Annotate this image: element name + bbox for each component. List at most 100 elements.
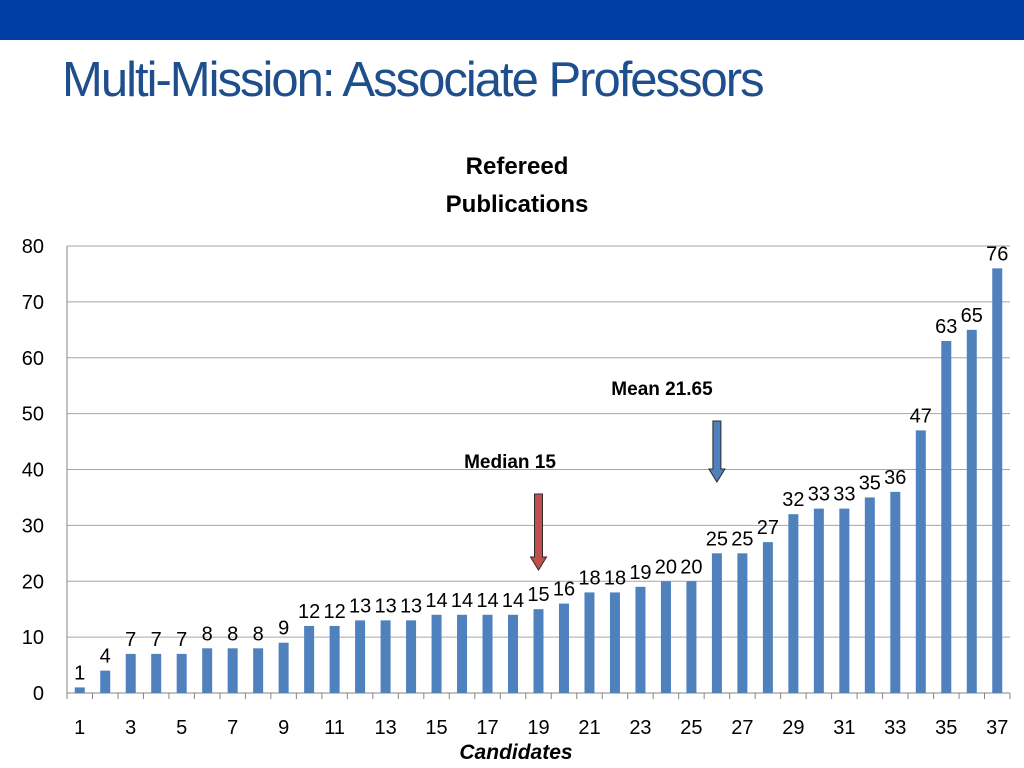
x-tick-label: 5	[176, 717, 187, 739]
bar	[304, 625, 315, 693]
x-tick-label: 33	[884, 717, 906, 739]
header-band	[0, 0, 1024, 40]
annotation-label: Mean 21.65	[611, 379, 713, 400]
bar	[813, 508, 824, 693]
bar	[609, 592, 620, 693]
x-tick-label: 11	[324, 717, 345, 739]
data-label: 14	[425, 590, 447, 612]
chart-title-line-2: Publications	[446, 191, 589, 218]
bar	[941, 340, 952, 693]
x-tick-label: 19	[527, 717, 549, 739]
x-tick-label: 7	[227, 717, 238, 739]
data-label: 33	[808, 484, 830, 506]
bar	[686, 581, 697, 693]
data-label: 8	[227, 623, 238, 645]
data-label: 14	[451, 590, 473, 612]
bar	[278, 642, 289, 693]
y-tick-label: 40	[22, 460, 44, 482]
x-tick-label: 35	[935, 717, 957, 739]
x-tick-label: 25	[680, 717, 702, 739]
y-tick-label: 20	[22, 571, 44, 593]
data-label: 35	[859, 472, 881, 494]
y-tick-label: 0	[33, 683, 44, 705]
data-label: 15	[527, 584, 549, 606]
bar	[100, 670, 111, 693]
bar	[74, 687, 85, 693]
y-tick-label: 80	[22, 236, 44, 258]
data-label: 27	[757, 517, 779, 539]
data-label: 18	[604, 567, 626, 589]
x-axis-label: Candidates	[459, 741, 572, 764]
bar	[482, 614, 493, 693]
y-tick-label: 70	[22, 292, 44, 314]
bar	[890, 491, 901, 693]
bar	[635, 586, 646, 693]
data-label: 25	[731, 528, 753, 550]
data-label: 47	[910, 405, 932, 427]
data-label: 65	[961, 305, 983, 327]
bar	[864, 497, 875, 693]
bar	[202, 648, 213, 693]
y-tick-label: 60	[22, 348, 44, 370]
data-label: 7	[176, 629, 187, 651]
data-label: 25	[706, 528, 728, 550]
data-label: 4	[100, 646, 111, 668]
slide-title: Multi-Mission: Associate Professors	[62, 53, 765, 107]
data-label: 14	[476, 590, 498, 612]
x-tick-label: 17	[476, 717, 498, 739]
bar	[227, 648, 238, 693]
data-label: 20	[655, 556, 677, 578]
data-label: 7	[151, 629, 162, 651]
data-label: 12	[298, 601, 320, 623]
data-label: 33	[833, 484, 855, 506]
data-label: 18	[578, 567, 600, 589]
data-label: 9	[278, 618, 289, 640]
bar	[711, 553, 722, 693]
x-tick-label: 23	[629, 717, 651, 739]
x-tick-label: 37	[986, 717, 1008, 739]
y-tick-label: 10	[22, 627, 44, 649]
bar	[355, 620, 366, 693]
data-label: 32	[782, 489, 804, 511]
bar	[839, 508, 850, 693]
x-tick-label: 31	[833, 717, 855, 739]
bar	[431, 614, 442, 693]
data-label: 13	[349, 595, 371, 617]
bar	[176, 653, 187, 693]
chart-title-line-1: Refereed	[466, 153, 569, 180]
data-label: 16	[553, 579, 575, 601]
bar	[253, 648, 264, 693]
bar	[660, 581, 671, 693]
bar	[457, 614, 468, 693]
x-tick-label: 15	[425, 717, 447, 739]
bar	[915, 430, 926, 693]
x-tick-label: 3	[125, 717, 136, 739]
bar	[584, 592, 595, 693]
data-label: 1	[74, 662, 85, 684]
x-tick-label: 27	[731, 717, 753, 739]
annotations: Median 15 Mean 21.65	[464, 379, 726, 571]
bar	[533, 609, 544, 693]
bar	[992, 268, 1003, 693]
data-label: 13	[400, 595, 422, 617]
data-label: 14	[502, 590, 524, 612]
data-label: 36	[884, 467, 906, 489]
bar	[508, 614, 519, 693]
y-tick-label: 30	[22, 515, 44, 537]
y-tick-label: 50	[22, 404, 44, 426]
x-tick-label: 13	[374, 717, 396, 739]
x-tick-label: 9	[278, 717, 289, 739]
data-label: 19	[629, 562, 651, 584]
data-label: 8	[202, 623, 213, 645]
bar	[737, 553, 748, 693]
bar	[788, 514, 799, 693]
bars	[74, 268, 1003, 693]
annotation-label: Median 15	[464, 452, 556, 473]
x-tick-label: 1	[74, 717, 85, 739]
bar	[558, 603, 569, 693]
bar	[125, 653, 136, 693]
data-label: 76	[986, 243, 1008, 265]
